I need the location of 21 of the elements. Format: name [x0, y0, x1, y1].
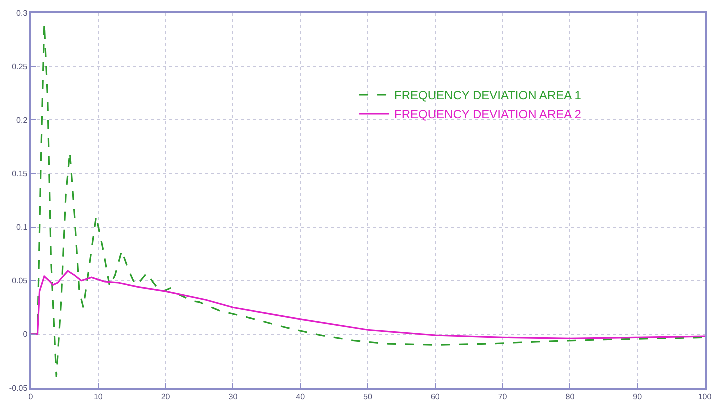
- y-tick-label: 0: [23, 330, 28, 340]
- x-tick-label: 20: [161, 392, 171, 402]
- x-tick-label: 90: [633, 392, 643, 402]
- line-series: [31, 270, 705, 340]
- x-tick-label: 50: [364, 392, 373, 402]
- legend-label: FREQUENCY DEVIATION AREA 2: [394, 108, 582, 122]
- x-tick-label: 70: [498, 392, 508, 402]
- x-tick-label: 30: [228, 392, 238, 402]
- y-tick-label: 0.1: [16, 223, 28, 232]
- y-tick-label: 0.25: [12, 62, 28, 72]
- x-tick-label: 100: [698, 392, 712, 402]
- y-tick-label: 0.3: [16, 8, 28, 18]
- x-tick-label: 60: [430, 392, 440, 402]
- y-tick-label: 0.05: [12, 276, 28, 286]
- y-tick-label: 0.2: [16, 116, 28, 125]
- y-tick-label: -0.05: [9, 384, 28, 393]
- x-tick-label: 10: [94, 392, 104, 402]
- x-tick-label: 40: [296, 392, 306, 402]
- x-tick-label: 80: [566, 392, 576, 402]
- legend-label: FREQUENCY DEVIATION AREA 1: [394, 88, 582, 103]
- y-tick-label: 0.15: [12, 170, 28, 179]
